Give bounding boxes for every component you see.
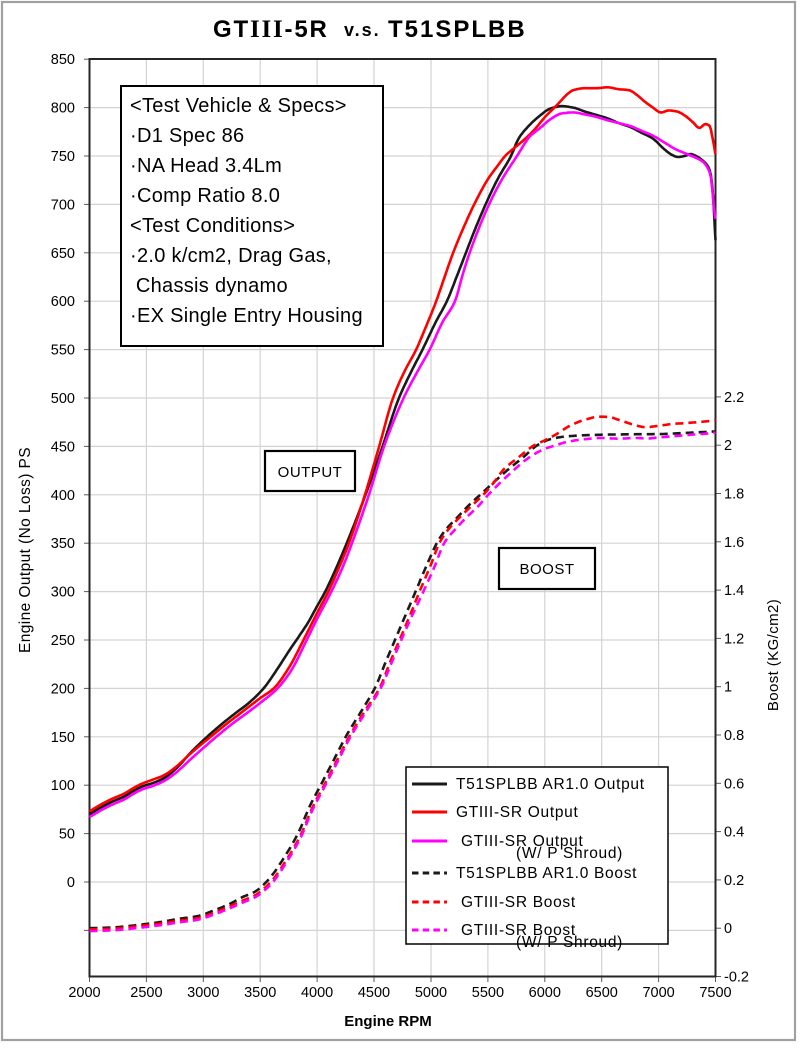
svg-text:0.4: 0.4 (724, 825, 744, 841)
svg-text:GTIII-SR Output: GTIII-SR Output (461, 833, 583, 850)
svg-text:0.8: 0.8 (724, 728, 744, 744)
svg-text:Engine RPM: Engine RPM (344, 1013, 432, 1030)
svg-text:T51SPLBB: T51SPLBB (388, 16, 527, 43)
svg-text:750: 750 (51, 149, 75, 165)
svg-text:6500: 6500 (586, 985, 618, 1001)
svg-text:0: 0 (67, 875, 75, 891)
svg-text:250: 250 (51, 633, 75, 649)
svg-text:1.4: 1.4 (724, 583, 744, 599)
svg-text:1: 1 (724, 680, 732, 696)
svg-text:7000: 7000 (642, 985, 674, 1001)
svg-text:300: 300 (51, 585, 75, 601)
svg-text:800: 800 (51, 101, 75, 117)
svg-text:·NA Head 3.4Lm: ·NA Head 3.4Lm (130, 155, 282, 177)
svg-text:OUTPUT: OUTPUT (278, 464, 343, 481)
svg-text:5500: 5500 (472, 985, 504, 1001)
svg-text:1.6: 1.6 (724, 535, 744, 551)
svg-text:GTIII-SR Boost: GTIII-SR Boost (461, 922, 576, 939)
svg-text:1.8: 1.8 (724, 487, 744, 503)
svg-text:450: 450 (51, 439, 75, 455)
svg-text:(W/ P Shroud): (W/ P Shroud) (516, 934, 623, 951)
svg-text:4500: 4500 (358, 985, 390, 1001)
svg-text:Chassis dynamo: Chassis dynamo (130, 275, 288, 297)
svg-text:T51SPLBB AR1.0 Output: T51SPLBB AR1.0 Output (456, 776, 645, 793)
svg-text:600: 600 (51, 294, 75, 310)
svg-text:·EX Single Entry Housing: ·EX Single Entry Housing (130, 305, 363, 327)
svg-text:Boost (KG/cm2): Boost (KG/cm2) (765, 599, 782, 711)
svg-text:GTIII-SR Boost: GTIII-SR Boost (461, 894, 576, 911)
svg-text:v.s.: v.s. (344, 20, 381, 40)
svg-text:GTIII-SR Output: GTIII-SR Output (456, 804, 578, 821)
svg-text:0.2: 0.2 (724, 873, 744, 889)
svg-text:·D1 Spec 86: ·D1 Spec 86 (130, 125, 244, 147)
svg-text:<Test Vehicle & Specs>: <Test Vehicle & Specs> (130, 95, 347, 117)
svg-text:<Test Conditions>: <Test Conditions> (130, 215, 295, 237)
svg-text:(W/ P Shroud): (W/ P Shroud) (516, 845, 623, 862)
svg-text:850: 850 (51, 52, 75, 68)
svg-text:5000: 5000 (415, 985, 447, 1001)
svg-text:350: 350 (51, 536, 75, 552)
svg-text:2000: 2000 (68, 985, 100, 1001)
svg-text:6000: 6000 (529, 985, 561, 1001)
svg-text:1.2: 1.2 (724, 631, 744, 647)
svg-text:0.6: 0.6 (724, 776, 744, 792)
svg-text:7500: 7500 (699, 985, 731, 1001)
svg-text:4000: 4000 (301, 985, 333, 1001)
svg-text:550: 550 (51, 343, 75, 359)
svg-text:Engine Output (No Loss) PS: Engine Output (No Loss) PS (17, 447, 34, 653)
svg-text:700: 700 (51, 197, 75, 213)
svg-text:0: 0 (724, 921, 732, 937)
svg-text:T51SPLBB AR1.0 Boost: T51SPLBB AR1.0 Boost (456, 865, 637, 882)
svg-text:100: 100 (51, 778, 75, 794)
svg-text:150: 150 (51, 730, 75, 746)
svg-text:500: 500 (51, 391, 75, 407)
svg-text:2.2: 2.2 (724, 390, 744, 406)
svg-text:2: 2 (724, 438, 732, 454)
svg-text:·2.0 k/cm2, Drag Gas,: ·2.0 k/cm2, Drag Gas, (130, 245, 332, 267)
svg-text:400: 400 (51, 488, 75, 504)
svg-text:GTIII-5R: GTIII-5R (213, 16, 329, 43)
svg-text:2500: 2500 (130, 985, 162, 1001)
svg-text:3000: 3000 (187, 985, 219, 1001)
svg-text:·Comp Ratio 8.0: ·Comp Ratio 8.0 (130, 185, 280, 207)
svg-text:3500: 3500 (244, 985, 276, 1001)
svg-text:BOOST: BOOST (519, 561, 574, 578)
svg-text:200: 200 (51, 681, 75, 697)
svg-text:-0.2: -0.2 (724, 970, 749, 986)
svg-text:50: 50 (59, 827, 75, 843)
svg-text:650: 650 (51, 246, 75, 262)
